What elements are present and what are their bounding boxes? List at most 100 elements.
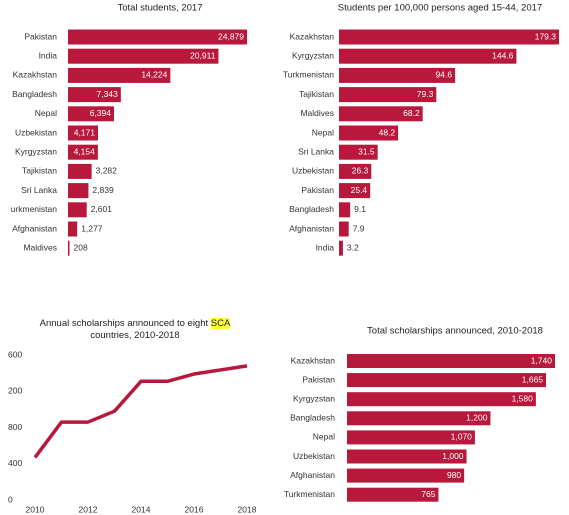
value-label: 26.3	[352, 166, 369, 176]
bar	[347, 392, 536, 407]
value-label: 3,282	[96, 166, 118, 176]
category-label: Turkmenistan	[284, 489, 335, 499]
bar	[68, 163, 92, 179]
value-label: 179.3	[535, 31, 557, 41]
category-label: Bangladesh	[290, 413, 335, 423]
value-label: 2,601	[91, 204, 113, 214]
bar	[339, 87, 437, 103]
bar	[68, 29, 247, 45]
title-part: Annual scholarships announced to eight	[39, 318, 211, 329]
category-label: Uzbekistan	[15, 127, 57, 137]
bar	[347, 430, 475, 445]
value-label: 4,171	[74, 127, 96, 137]
category-label: Afghanistan	[290, 470, 335, 480]
category-label: Kazakhstan	[290, 31, 335, 41]
value-label: 7.9	[353, 223, 365, 233]
chart-title: Students per 100,000 persons aged 15-44,…	[338, 3, 542, 14]
value-label: 1,070	[451, 432, 473, 442]
bar	[68, 67, 171, 83]
category-label: Pakistan	[302, 374, 335, 384]
value-label: 1,740	[531, 355, 553, 365]
category-label: Afghanistan	[289, 223, 334, 233]
value-label: 1,000	[442, 451, 464, 461]
bar	[339, 163, 372, 179]
bar	[339, 48, 517, 64]
x-tick-label: 2012	[79, 504, 98, 514]
value-label: 24,879	[218, 31, 244, 41]
category-label: Turkmenistan	[283, 70, 334, 80]
value-label: 94.6	[436, 70, 453, 80]
bar	[68, 240, 70, 256]
y-tick-label: 800	[8, 422, 22, 432]
bar	[68, 183, 89, 199]
y-tick-label: 400	[8, 458, 22, 468]
category-label: Nepal	[312, 127, 334, 137]
title-part: countries, 2010-2018	[90, 330, 180, 341]
x-tick-label: 2016	[185, 504, 204, 514]
value-label: 144.6	[492, 50, 514, 60]
bar	[339, 240, 343, 256]
value-label: 980	[447, 470, 461, 480]
category-label: Bangladesh	[289, 204, 334, 214]
value-label: 25.4	[351, 185, 368, 195]
chart-title: Total students, 2017	[117, 3, 202, 14]
value-label: 6,394	[90, 108, 112, 118]
value-label: 20,911	[190, 50, 216, 60]
bar	[347, 468, 465, 483]
category-label: Kazakhstan	[291, 355, 336, 365]
value-label: 48.2	[379, 127, 396, 137]
category-label: Pakistan	[24, 31, 57, 41]
bar	[347, 487, 439, 502]
x-tick-label: 2014	[132, 504, 151, 514]
value-label: 14,224	[141, 70, 167, 80]
category-label: Nepal	[35, 108, 57, 118]
y-tick-label: 0	[8, 494, 13, 504]
category-label: Sri Lanka	[298, 146, 334, 156]
bar	[347, 354, 555, 368]
bar	[68, 48, 219, 64]
category-label: Afghanistan	[12, 223, 57, 233]
value-label: 2,839	[92, 185, 114, 195]
value-label: 9.1	[354, 204, 366, 214]
x-tick-label: 2010	[26, 504, 45, 514]
category-label: Kazakhstan	[13, 70, 58, 80]
value-label: 208	[73, 242, 87, 252]
bar	[68, 144, 98, 160]
category-label: Maldives	[23, 242, 57, 252]
bar	[339, 125, 399, 141]
value-label: 1,665	[522, 374, 544, 384]
value-label: 79.3	[417, 89, 434, 99]
line-chart-title: Annual scholarships announced to eight S…	[20, 318, 250, 342]
value-label: 7,343	[97, 89, 119, 99]
category-label: India	[316, 242, 335, 252]
value-label: 3.2	[347, 242, 359, 252]
category-label: Tajikistan	[22, 166, 57, 176]
value-label: 4,154	[74, 146, 96, 156]
category-label: urkmenistan	[11, 204, 58, 214]
category-label: Pakistan	[301, 185, 334, 195]
bar	[339, 183, 371, 199]
bar	[68, 202, 87, 218]
category-label: Sri Lanka	[21, 185, 57, 195]
y-tick-label: 600	[8, 349, 22, 359]
value-label: 1,580	[512, 393, 534, 403]
value-label: 1,277	[81, 223, 103, 233]
category-label: Kyrgyzstan	[15, 146, 57, 156]
bar	[68, 125, 99, 141]
bar	[339, 29, 559, 45]
category-label: Bangladesh	[12, 89, 57, 99]
bar	[68, 106, 115, 122]
category-label: Kyrgyzstan	[293, 393, 335, 403]
bar	[339, 221, 349, 237]
chart-title: Total scholarships announced, 2010-2018	[367, 326, 543, 337]
category-label: Nepal	[313, 432, 335, 442]
bar	[68, 87, 121, 103]
bar	[339, 67, 456, 83]
bar	[339, 106, 423, 122]
category-label: Uzbekistan	[293, 451, 335, 461]
category-label: Tajikistan	[299, 89, 334, 99]
bar	[339, 202, 351, 218]
bar	[339, 144, 378, 160]
